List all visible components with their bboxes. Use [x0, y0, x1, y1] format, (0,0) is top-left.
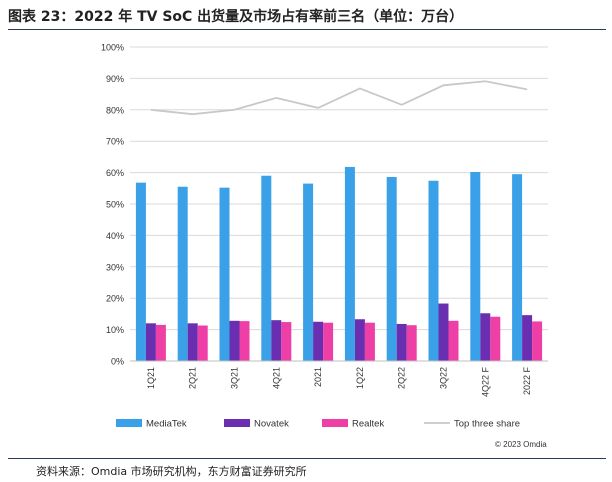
bar-novatek: [313, 321, 324, 361]
x-tick-label: 3Q22: [439, 367, 449, 389]
y-tick-label: 10%: [106, 325, 124, 335]
bar-realtek: [281, 322, 292, 361]
bar-realtek: [448, 320, 459, 361]
x-tick-label: 2022 F: [522, 367, 532, 396]
bar-realtek: [323, 322, 334, 361]
y-tick-label: 60%: [106, 168, 124, 178]
bar-mediatek: [512, 174, 523, 361]
y-tick-label: 100%: [101, 43, 124, 53]
legend-swatch-realtek: [322, 419, 348, 427]
bar-realtek: [406, 325, 417, 361]
y-tick-label: 30%: [106, 262, 124, 272]
bar-realtek: [532, 321, 543, 361]
bar-mediatek: [303, 183, 314, 361]
bar-novatek: [271, 320, 282, 361]
bar-mediatek: [386, 176, 397, 361]
y-tick-label: 40%: [106, 231, 124, 241]
copyright-note: © 2023 Omdia: [495, 440, 547, 449]
source-note: 资料来源：Omdia 市场研究机构，东方财富证券研究所: [36, 465, 307, 478]
bar-realtek: [239, 321, 250, 361]
bar-mediatek: [219, 187, 230, 361]
y-tick-label: 0%: [111, 357, 124, 367]
bar-mediatek: [470, 171, 481, 361]
bar-mediatek: [428, 180, 439, 361]
x-tick-label: 2021: [313, 367, 323, 387]
chart-area: 0% 10% 20% 30% 40% 50% 60% 70% 80% 90% 100% 1Q21 2Q2…: [84, 35, 562, 455]
chart-svg: 0% 10% 20% 30% 40% 50% 60% 70% 80% 90% 100% 1Q21 2Q2…: [101, 43, 548, 430]
bar-mediatek: [177, 186, 188, 361]
x-tick-label: 3Q21: [230, 367, 240, 389]
bar-realtek: [490, 316, 501, 361]
bar-novatek: [145, 323, 156, 361]
bar-mediatek: [135, 182, 146, 361]
bar-realtek: [364, 322, 375, 361]
x-tick-label: 1Q21: [146, 367, 156, 389]
x-tick-label: 4Q22 F: [480, 366, 490, 397]
bottom-rule: [8, 458, 606, 459]
y-tick-label: 80%: [106, 105, 124, 115]
bar-mediatek: [261, 175, 272, 361]
x-tick-label: 2Q22: [397, 367, 407, 389]
y-tick-label: 70%: [106, 137, 124, 147]
bar-novatek: [438, 303, 449, 361]
bar-novatek: [354, 319, 365, 361]
bar-novatek: [522, 315, 533, 361]
bar-realtek: [197, 325, 208, 361]
legend-label: Top three share: [454, 419, 520, 430]
y-tick-label: 50%: [106, 200, 124, 210]
legend-swatch-mediatek: [116, 419, 142, 427]
bar-realtek: [155, 324, 166, 361]
y-tick-label: 20%: [106, 294, 124, 304]
bar-novatek: [229, 320, 240, 361]
bar-novatek: [396, 323, 407, 361]
title-rule: [8, 29, 606, 30]
y-tick-label: 90%: [106, 74, 124, 84]
figure-title: 图表 23：2022 年 TV SoC 出货量及市场占有率前三名（单位：万台）: [8, 9, 464, 25]
x-tick-label: 2Q21: [188, 367, 198, 389]
legend-label: MediaTek: [146, 419, 187, 430]
legend-label: Realtek: [352, 419, 384, 430]
bar-mediatek: [344, 166, 355, 361]
legend-label: Novatek: [254, 419, 289, 430]
line-top-three-share: [150, 80, 528, 116]
x-tick-label: 4Q21: [271, 367, 281, 389]
bar-novatek: [187, 323, 198, 361]
x-tick-label: 1Q22: [355, 367, 365, 389]
legend-swatch-novatek: [224, 419, 250, 427]
bar-novatek: [480, 313, 491, 361]
